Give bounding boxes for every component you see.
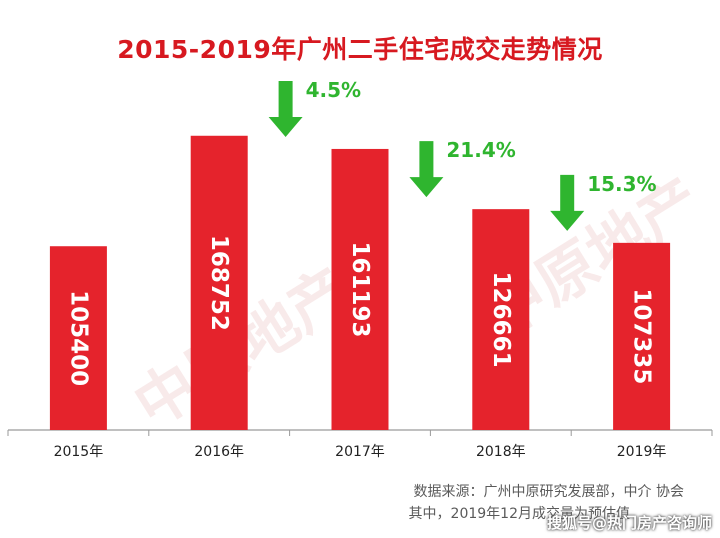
x-tick-label: 2017年 — [335, 444, 385, 460]
bar — [190, 135, 248, 430]
bar-value-label: 168752 — [206, 235, 232, 331]
credit-label: 搜狐号@热门房产咨询师 — [546, 514, 712, 532]
down-arrow-icon — [268, 80, 303, 137]
bar — [613, 242, 671, 430]
x-tick-label: 2019年 — [617, 444, 667, 460]
change-label: 4.5% — [306, 78, 361, 102]
change-label: 15.3% — [587, 172, 656, 196]
bar-value-label: 161193 — [347, 241, 373, 337]
chart-title: 2015-2019年广州二手住宅成交走势情况 — [117, 35, 603, 64]
bar-value-label: 105400 — [65, 290, 91, 386]
source-line-2: 其中，2019年12月成交量为预估值 — [408, 506, 630, 522]
change-label: 21.4% — [446, 138, 515, 162]
down-arrow-icon — [550, 174, 585, 231]
bar-value-label: 126661 — [488, 272, 514, 368]
bar — [49, 246, 107, 430]
x-tick-label: 2016年 — [194, 444, 244, 460]
bar — [331, 148, 389, 430]
source-line-1: 数据来源：广州中原研究发展部，中介 协会 — [413, 484, 684, 500]
down-arrow-icon — [409, 141, 444, 198]
bar — [472, 209, 530, 430]
bar-value-label: 107335 — [629, 288, 655, 384]
x-tick-label: 2018年 — [476, 444, 526, 460]
x-tick-label: 2015年 — [54, 444, 104, 460]
